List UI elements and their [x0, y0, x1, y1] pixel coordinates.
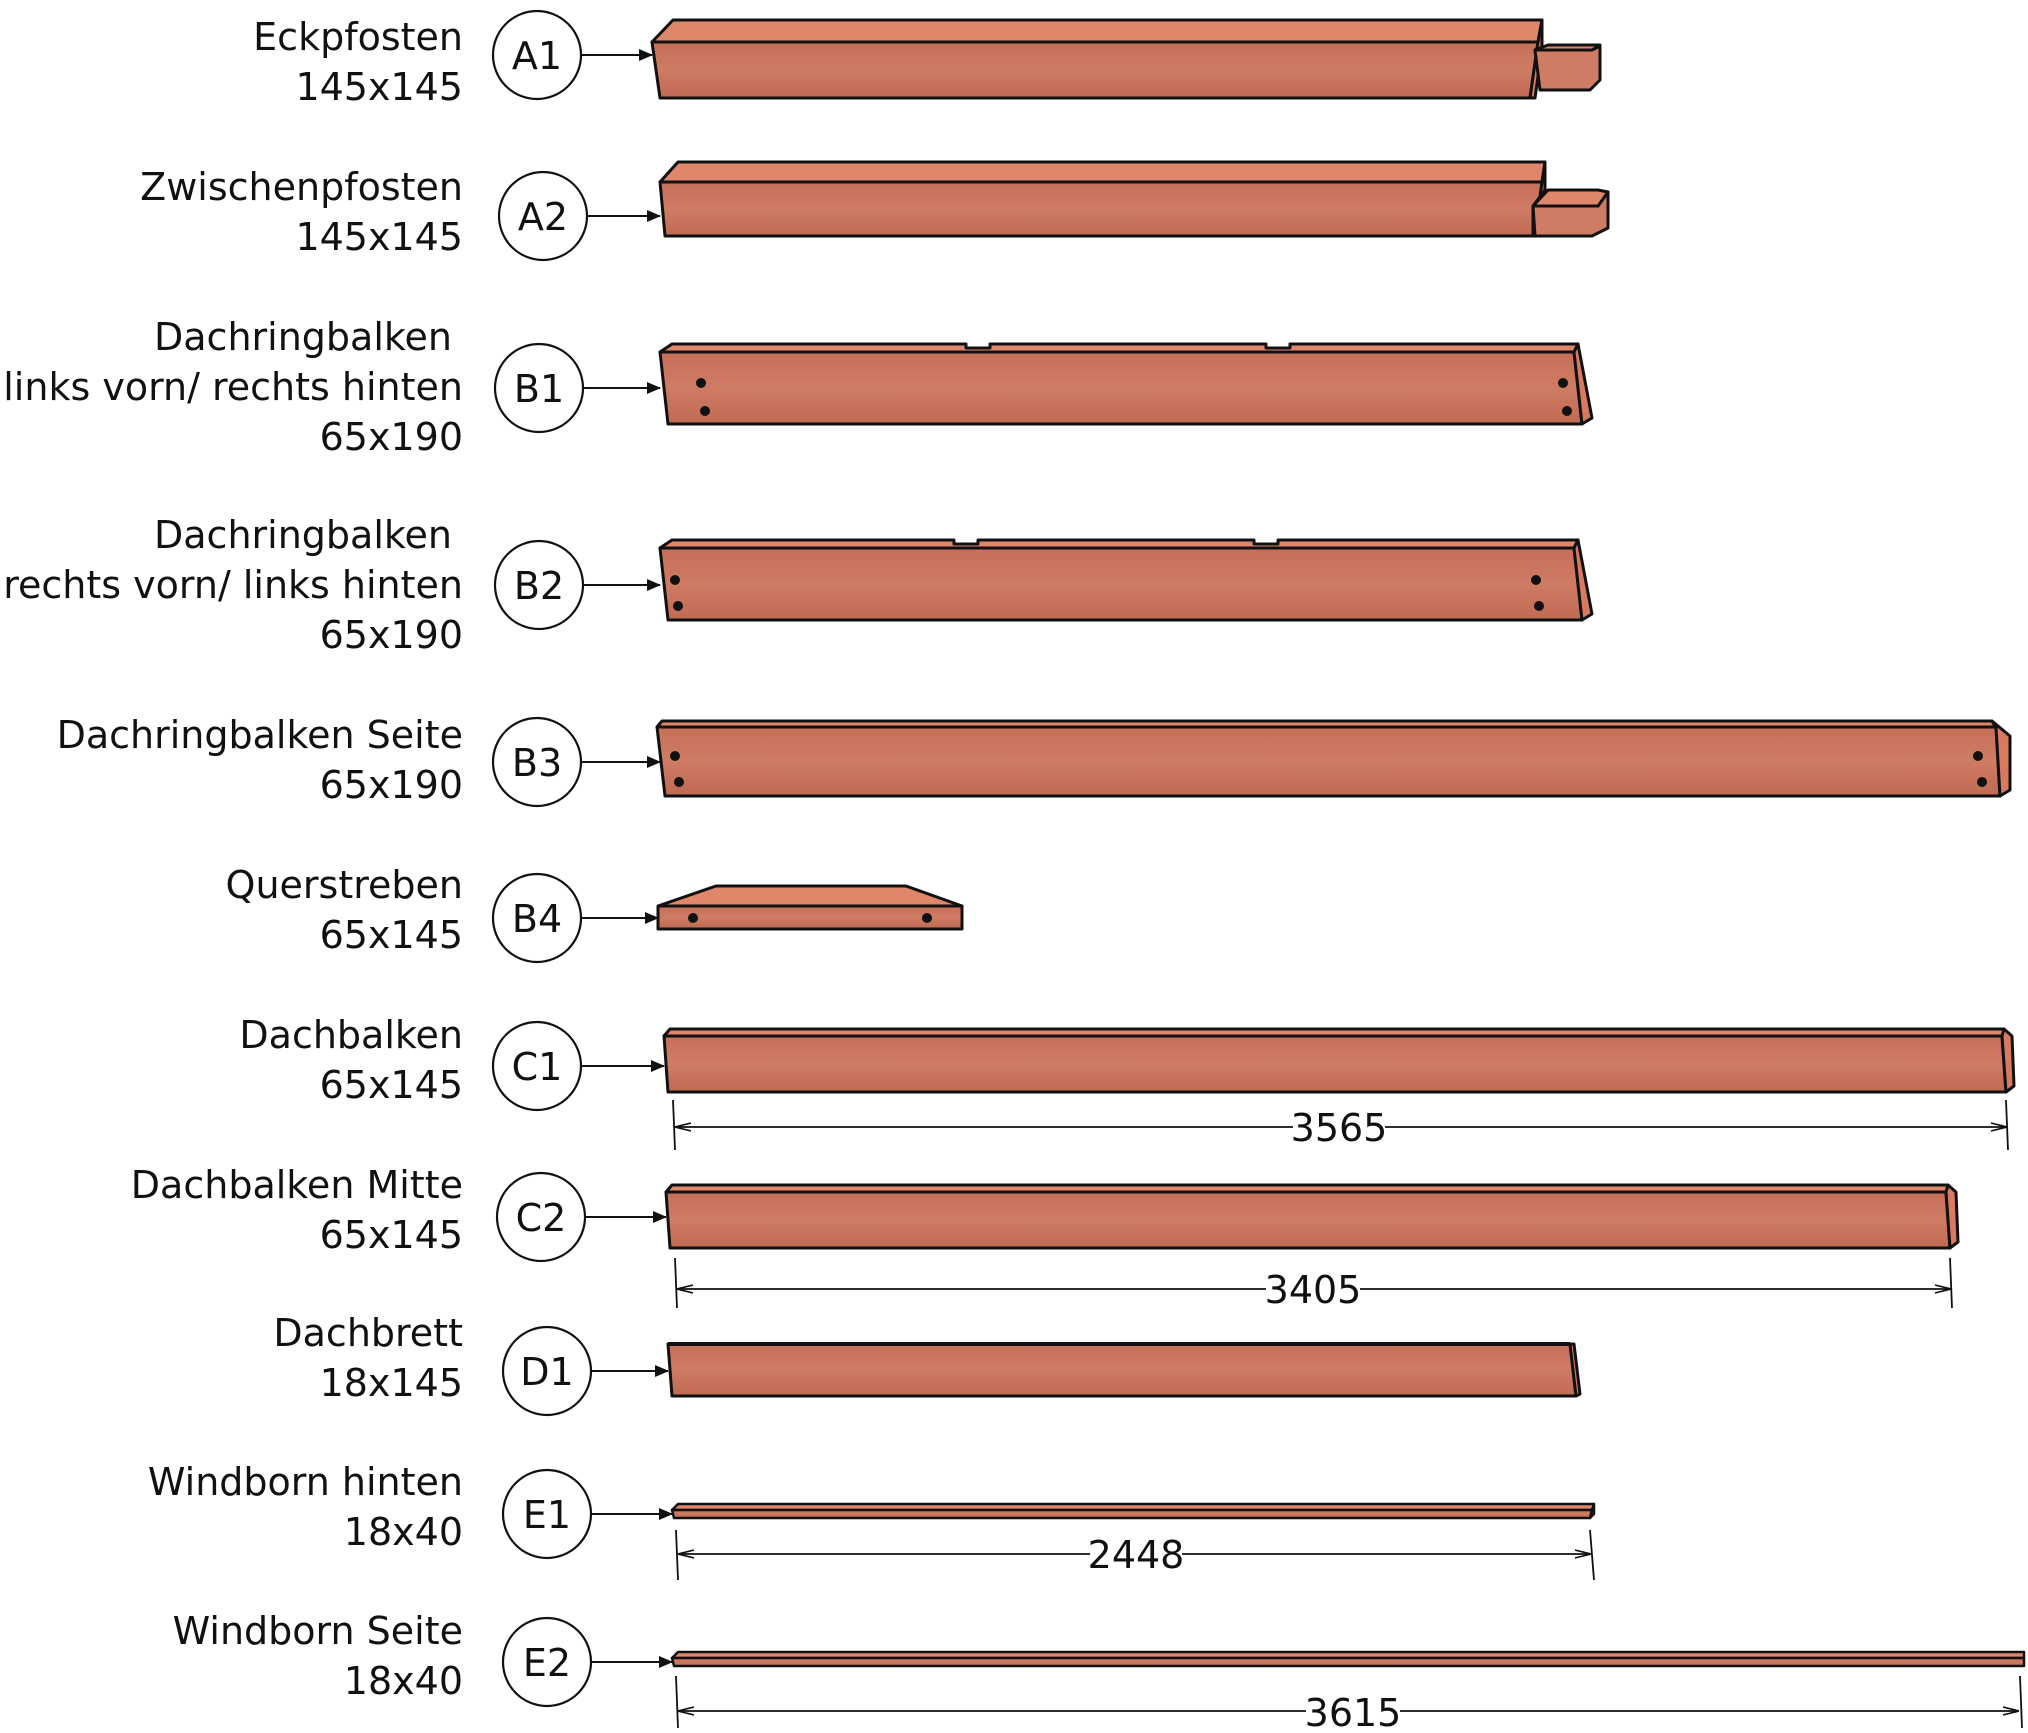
dimension-label: 3615 [1305, 1691, 1402, 1733]
part-label-line: Dachbalken Mitte [131, 1163, 463, 1207]
beam-drawing [658, 342, 1594, 426]
part-B1: Dachringbalken links vorn/ rechts hinten… [3, 315, 1594, 459]
part-id-text: A1 [512, 34, 562, 78]
part-label-line: Windborn hinten [148, 1460, 463, 1504]
bolt-holes [696, 378, 1572, 416]
part-label-line: 65x190 [320, 415, 463, 459]
strip-drawing [670, 1502, 1596, 1520]
part-D1: Dachbrett 18x145 D1 [273, 1311, 1582, 1417]
rafter-drawing [664, 1183, 1960, 1250]
part-label-line: Dachringbalken [154, 513, 452, 557]
part-id-text: B1 [514, 367, 564, 411]
part-label-line: 18x145 [320, 1361, 463, 1405]
part-B4: Querstreben 65x145 B4 [226, 863, 964, 964]
part-id-text: B3 [512, 741, 562, 785]
beam-drawing [655, 719, 2012, 798]
dimension-label: 2448 [1088, 1533, 1185, 1577]
strip-drawing [670, 1650, 2026, 1668]
dimension-line [672, 1099, 2009, 1151]
part-label-line: Dachbalken [239, 1013, 463, 1057]
post-drawing [650, 18, 1602, 100]
part-A1: Eckpfosten 145x145 A1 [253, 9, 1602, 109]
part-E2: Windborn Seite 18x40 E2 3615 [173, 1609, 2026, 1733]
dimension-line [674, 1257, 1953, 1309]
part-label-line: 18x40 [344, 1510, 463, 1554]
part-label-line: 145x145 [295, 215, 463, 259]
bolt-holes [670, 575, 1544, 611]
part-id-text: B2 [514, 564, 564, 608]
dimension-label: 3565 [1291, 1106, 1388, 1150]
part-id-text: E2 [523, 1641, 571, 1685]
rafter-drawing [662, 1027, 2016, 1094]
dimension-label: 3405 [1265, 1268, 1362, 1312]
part-label-line: Dachringbalken [154, 315, 452, 359]
part-C2: Dachbalken Mitte 65x145 C2 3405 [131, 1163, 1960, 1312]
part-label-line: 145x145 [295, 65, 463, 109]
part-label-line: 65x190 [320, 613, 463, 657]
part-B3: Dachringbalken Seite 65x190 B3 [57, 713, 2012, 808]
brace-drawing [656, 884, 964, 931]
part-label-line: Dachbrett [273, 1311, 463, 1355]
part-label-line: Windborn Seite [173, 1609, 463, 1653]
beam-drawing [658, 538, 1594, 622]
part-label-line: Querstreben [226, 863, 463, 907]
part-id-text: C1 [512, 1045, 563, 1089]
part-id-text: C2 [516, 1196, 567, 1240]
part-A2: Zwischenpfosten 145x145 A2 [140, 160, 1610, 262]
bolt-holes [688, 913, 932, 923]
part-label-line: Eckpfosten [253, 15, 463, 59]
dimension-line [675, 1529, 1595, 1581]
board-drawing [666, 1342, 1582, 1398]
part-label-line: 65x145 [320, 1063, 463, 1107]
part-label-line: 18x40 [344, 1659, 463, 1703]
part-E1: Windborn hinten 18x40 E1 2448 [148, 1460, 1596, 1581]
part-id-text: A2 [518, 195, 568, 239]
part-label-line: Zwischenpfosten [140, 165, 463, 209]
part-C1: Dachbalken 65x145 C1 3565 [239, 1013, 2016, 1151]
part-label-line: 65x145 [320, 1213, 463, 1257]
part-id-text: B4 [512, 897, 562, 941]
part-label-line: links vorn/ rechts hinten [3, 365, 463, 409]
post-drawing [658, 160, 1610, 238]
part-id-text: D1 [520, 1350, 573, 1394]
bolt-holes [670, 751, 1987, 787]
part-label-line: 65x190 [320, 763, 463, 807]
part-id-text: E1 [523, 1493, 571, 1537]
part-B2: Dachringbalken rechts vorn/ links hinten… [3, 513, 1594, 657]
part-label-line: rechts vorn/ links hinten [3, 563, 463, 607]
dimension-line [675, 1675, 2023, 1729]
part-label-line: Dachringbalken Seite [57, 713, 463, 757]
part-label-line: 65x145 [320, 913, 463, 957]
